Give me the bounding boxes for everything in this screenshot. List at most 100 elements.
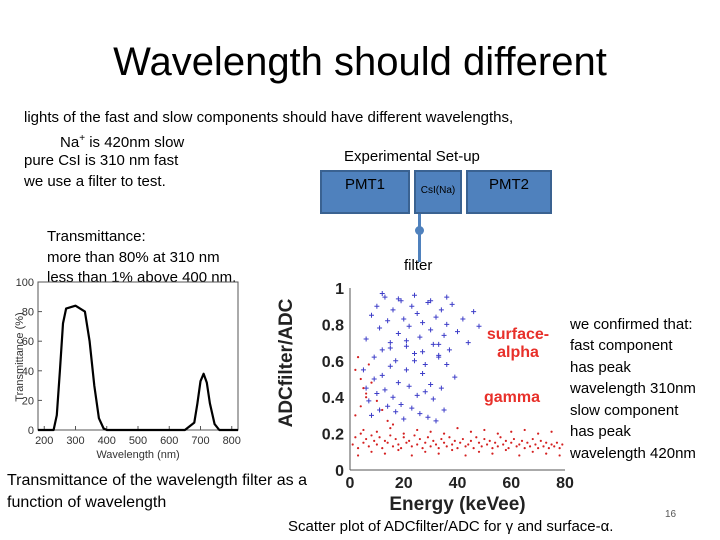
scatter-ytick-label: 0.2 (322, 427, 344, 444)
gamma-point (464, 454, 467, 457)
alpha-point (379, 372, 385, 378)
gamma-point (365, 396, 368, 399)
gamma-point (453, 439, 456, 442)
gamma-point (537, 432, 540, 435)
conclusion-line-5: slow component (570, 402, 679, 419)
gamma-point (410, 454, 413, 457)
gamma-point (359, 432, 362, 435)
filter-label: filter (404, 257, 433, 274)
alpha-point (441, 332, 447, 338)
gamma-point (531, 450, 534, 453)
alpha-point (382, 387, 388, 393)
gamma-point (507, 447, 510, 450)
scatter-xtick-label: 20 (395, 475, 413, 492)
gamma-point (561, 443, 564, 446)
conclusion-line-6: has peak (570, 423, 631, 440)
gamma-point (383, 439, 387, 442)
surface-alpha-annotation: surface- alpha (478, 326, 558, 362)
gamma-point (359, 377, 362, 381)
scatter-xlabel: Energy (keVee) (389, 494, 525, 515)
gamma-point (502, 443, 505, 446)
gamma-point (394, 437, 397, 441)
pmt1-label: PMT1 (344, 175, 385, 193)
alpha-point (395, 296, 401, 302)
pmt1-box: PMT1 (320, 170, 410, 214)
gamma-point (362, 441, 365, 444)
gamma-point (510, 441, 513, 444)
alpha-point (446, 347, 452, 353)
alpha-point (374, 391, 380, 397)
gamma-point (558, 447, 561, 450)
scatter-ytick-label: 0 (335, 463, 344, 480)
left-caption-2: function of wavelength (7, 494, 167, 511)
gamma-point (351, 443, 354, 446)
transmittance-note-2: more than 80% at 310 nm (47, 249, 220, 266)
intro-line-4: we use a filter to test. (24, 173, 166, 190)
intro-line-2-rest: is 420nm slow (85, 134, 185, 151)
alpha-point (438, 385, 444, 391)
gamma-point (397, 448, 400, 452)
alpha-point (401, 416, 407, 422)
alpha-point (395, 380, 401, 386)
gamma-point (370, 381, 373, 384)
gamma-point (381, 408, 384, 412)
alpha-point (425, 414, 431, 420)
gamma-point (367, 445, 370, 448)
gamma-point (365, 392, 368, 395)
gamma-point (499, 436, 502, 439)
gamma-point (383, 452, 387, 455)
gamma-point (429, 430, 432, 433)
pmt2-box: PMT2 (466, 170, 552, 214)
intro-line-3: pure CsI is 310 nm fast (24, 152, 179, 169)
gamma-point (472, 447, 475, 450)
alpha-point (379, 290, 385, 296)
alpha-point (369, 412, 374, 418)
gamma-point (491, 452, 494, 455)
alpha-point (393, 358, 399, 364)
alpha-point (433, 314, 439, 320)
alpha-point (401, 316, 407, 322)
alpha-point (412, 358, 417, 364)
gamma-point (354, 414, 357, 417)
gamma-point (437, 452, 440, 455)
alpha-point (422, 361, 428, 367)
alpha-point (422, 389, 428, 395)
transmittance-ytick-label: 100 (16, 277, 34, 289)
alpha-point (398, 298, 404, 304)
gamma-point (424, 450, 427, 453)
surface-alpha-line-2: alpha (497, 344, 539, 361)
alpha-point (366, 398, 372, 404)
page-number: 16 (665, 509, 677, 520)
alpha-point (406, 323, 412, 329)
gamma-point (518, 443, 521, 446)
gamma-point (461, 437, 464, 441)
gamma-point (555, 441, 559, 444)
alpha-point (387, 340, 393, 346)
gamma-point (362, 387, 365, 390)
alpha-point (430, 341, 436, 347)
conclusion-line-3: has peak (570, 359, 631, 376)
gamma-point (354, 436, 357, 439)
scatter-ytick-label: 1 (335, 281, 344, 298)
intro-line-2: Na+ is 420nm slow (60, 133, 185, 151)
transmittance-plot-frame (37, 281, 239, 431)
gamma-point (365, 437, 368, 441)
gamma-point (464, 445, 467, 448)
gamma-point (432, 439, 435, 442)
gamma-point (416, 443, 419, 446)
alpha-point (430, 396, 436, 402)
gamma-point (456, 447, 459, 450)
alpha-point (452, 374, 458, 380)
gamma-point (515, 445, 518, 448)
scatter-ytick-label: 0.4 (322, 390, 344, 407)
alpha-point (363, 336, 369, 342)
gamma-point (496, 445, 499, 448)
alpha-point (360, 367, 366, 373)
gamma-point (370, 434, 373, 437)
gamma-point (381, 447, 384, 450)
alpha-point (393, 409, 399, 415)
gamma-point (550, 443, 553, 446)
gamma-point (520, 439, 524, 442)
transmittance-xtick-label: 500 (129, 435, 147, 447)
gamma-point (391, 423, 395, 426)
